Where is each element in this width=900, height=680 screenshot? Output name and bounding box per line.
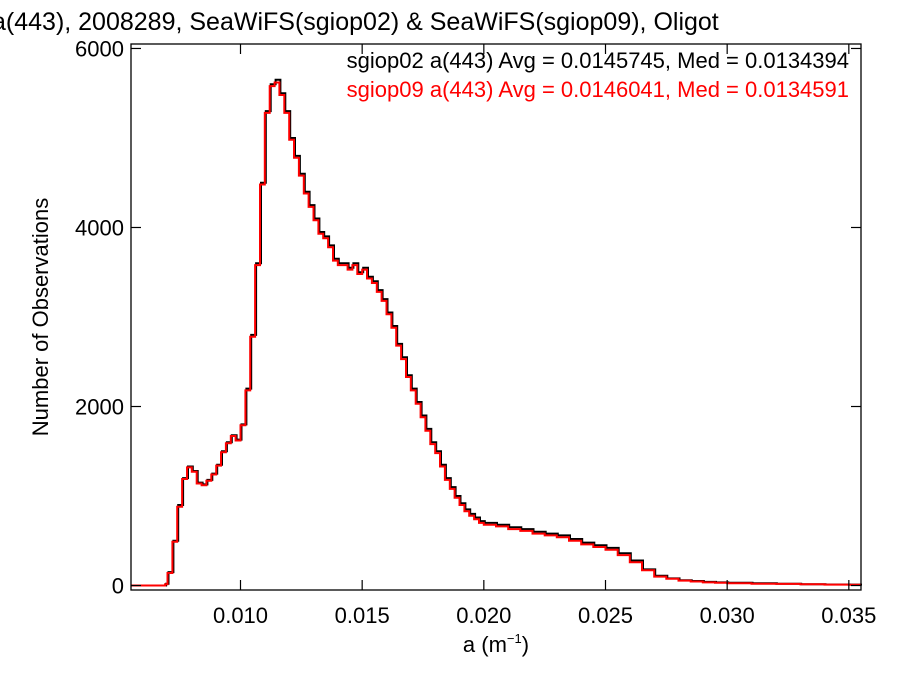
tick-layer: 0.010 0.015 0.020 0.025 0.030 0.035 0 2000 4000 6… [75,36,876,628]
series-line-sgiop02 [132,78,862,587]
x-axis-title-tail: ) [522,632,529,657]
x-tick-label: 0.015 [335,603,390,628]
x-tick-label: 0.030 [700,603,755,628]
series-line-sgiop09 [131,81,861,587]
x-axis-title-superscript: −1 [507,631,522,646]
x-tick-label: 0.010 [213,603,268,628]
plot-frame [130,43,862,591]
chart-title: a(443), 2008289, SeaWiFS(sgiop02) & SeaW… [0,8,719,36]
series-layer [131,78,862,587]
x-tick-label: 0.035 [821,603,876,628]
legend: sgiop02 a(443) Avg = 0.0145745, Med = 0.… [347,48,849,102]
x-tick-label: 0.025 [578,603,633,628]
y-tick-label: 2000 [75,395,124,420]
x-axis-title: a (m−1) [463,631,529,657]
y-axis-title: Number of Observations [28,198,53,436]
legend-entry: sgiop02 a(443) Avg = 0.0145745, Med = 0.… [347,48,849,73]
x-tick-label: 0.020 [456,603,511,628]
y-tick-label: 0 [112,574,124,599]
y-tick-label: 6000 [75,36,124,61]
y-tick-label: 4000 [75,215,124,240]
x-axis-title-main: a (m [463,632,507,657]
legend-entry: sgiop09 a(443) Avg = 0.0146041, Med = 0.… [347,77,849,102]
